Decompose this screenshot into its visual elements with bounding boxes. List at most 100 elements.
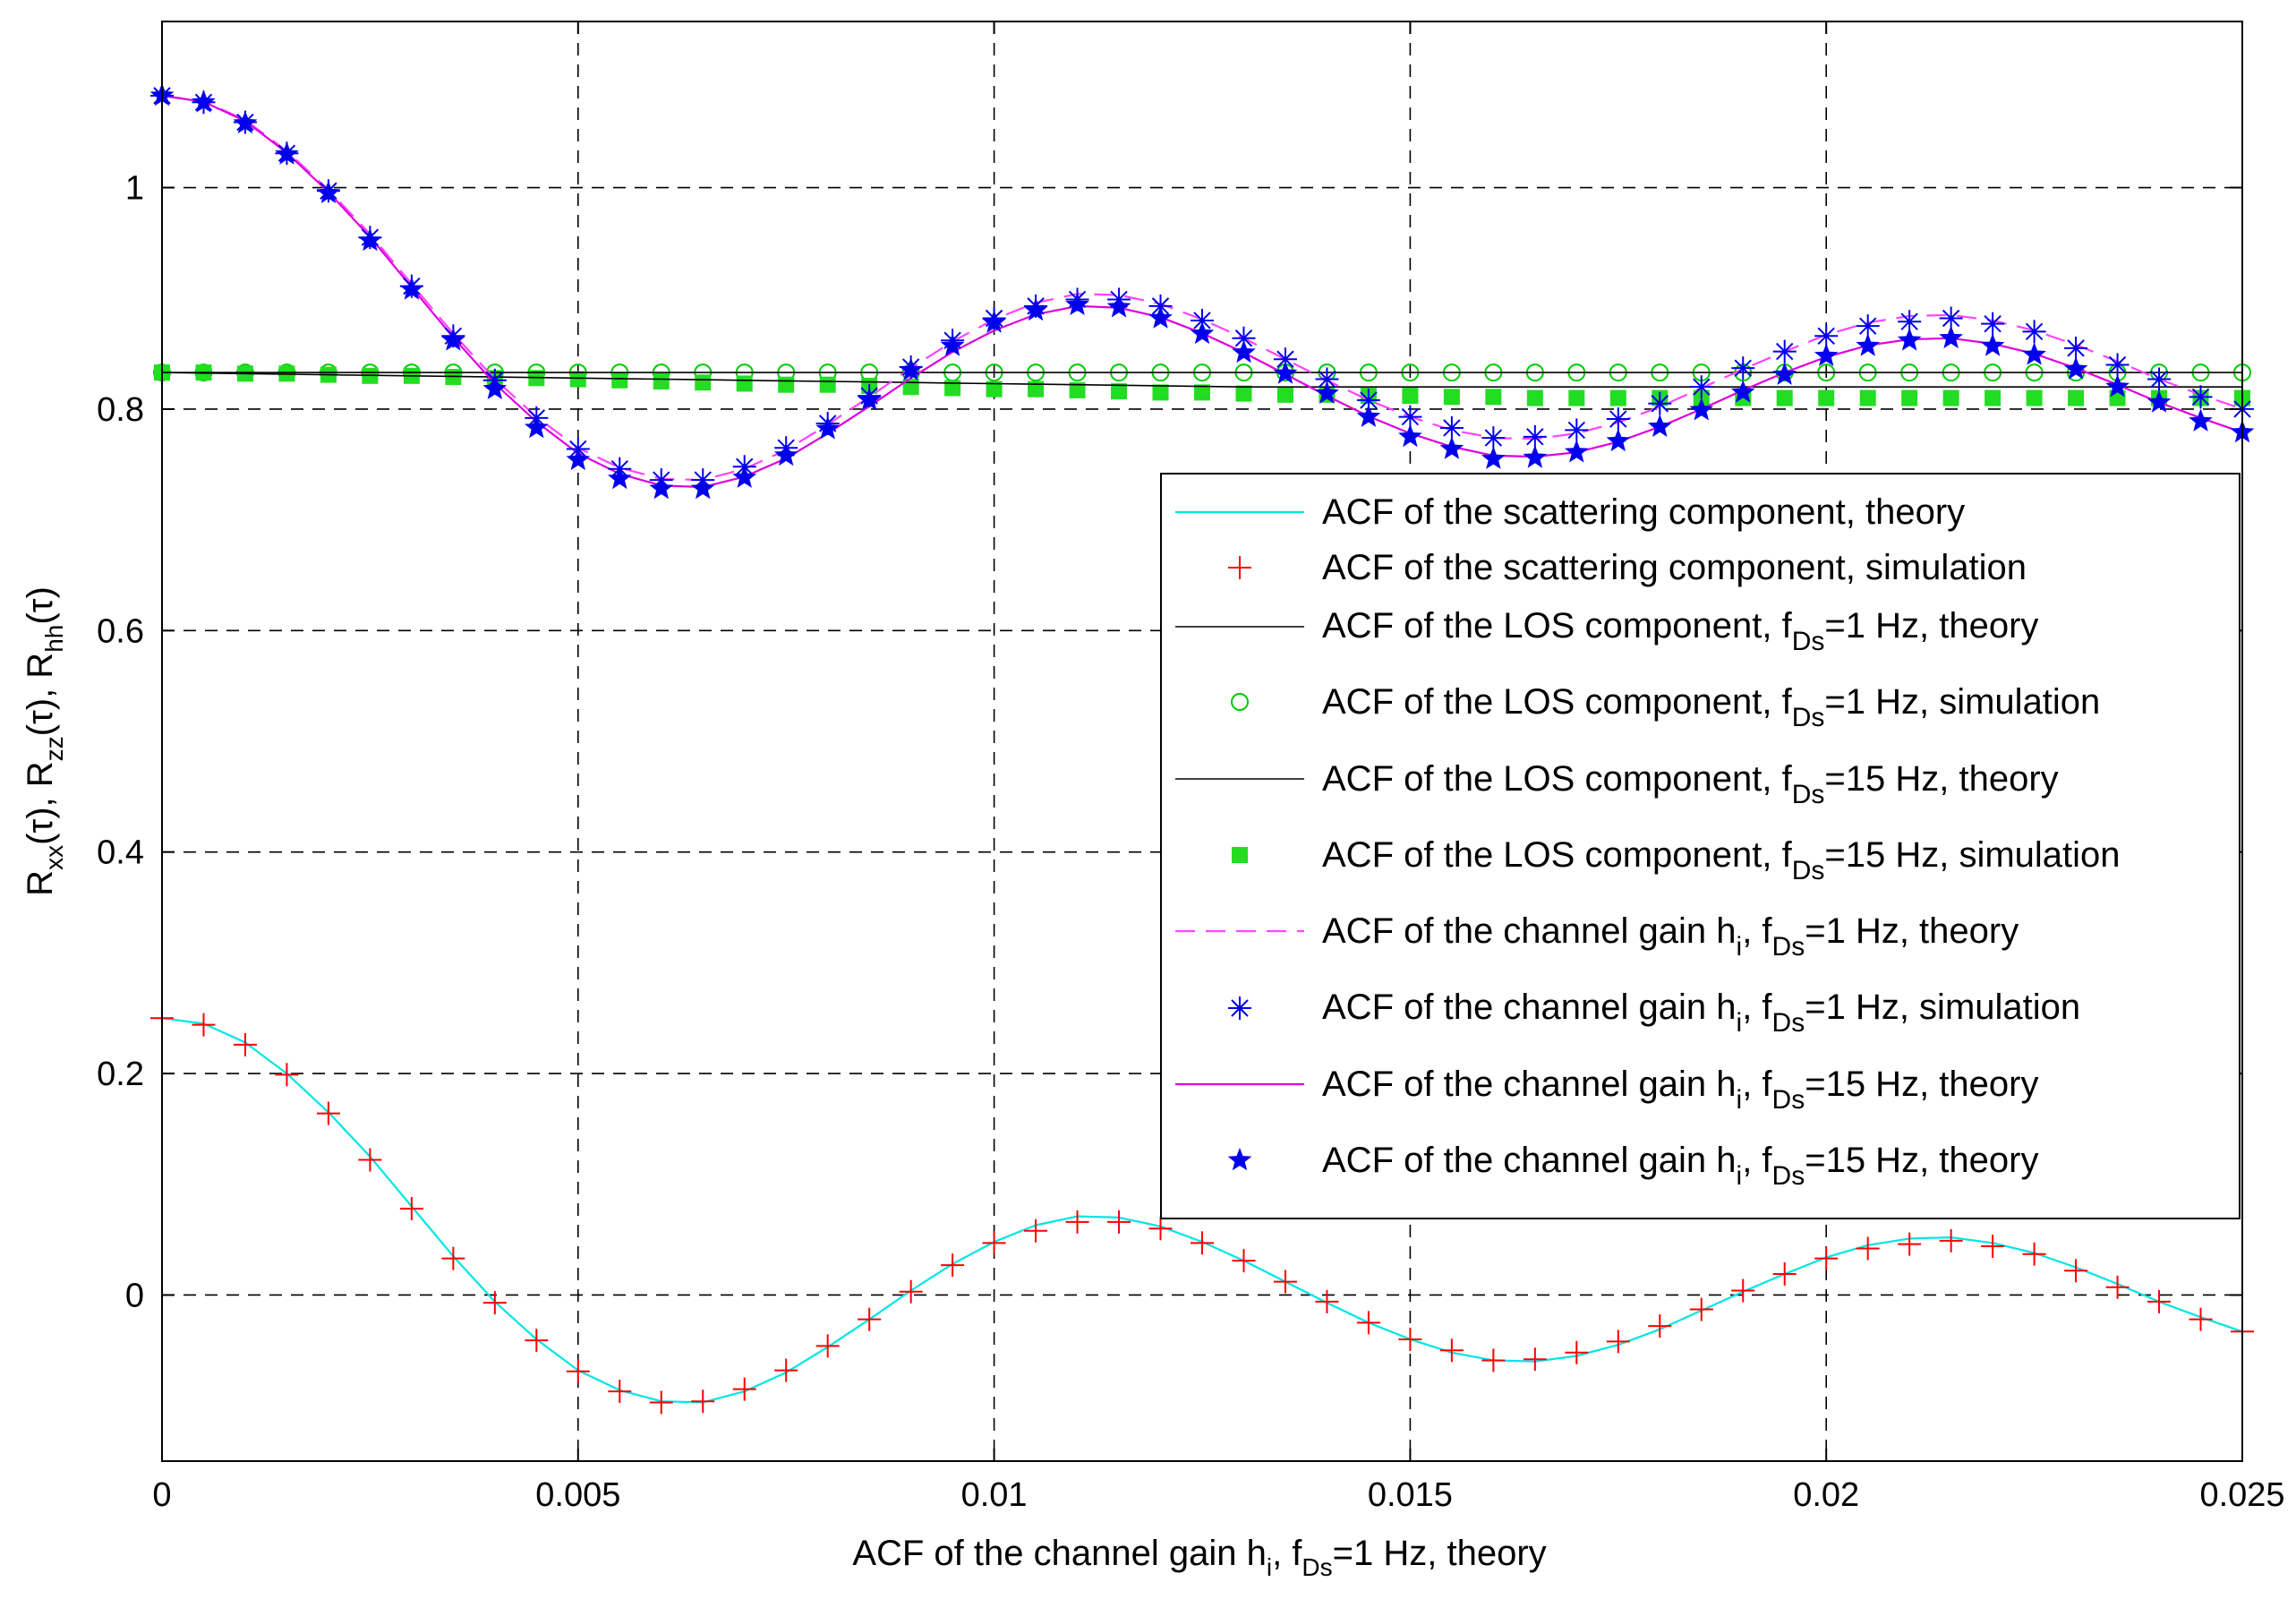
series-2-marker xyxy=(1232,1249,1256,1273)
series-6-marker xyxy=(1859,389,1876,406)
series-10-marker xyxy=(773,442,798,466)
x-axis-label-tail: =1 Hz, theory xyxy=(1333,1534,1547,1573)
series-10-marker xyxy=(1772,362,1797,385)
series-10-marker xyxy=(233,110,258,134)
series-10-marker xyxy=(316,180,341,203)
legend-samples xyxy=(1175,510,1304,1171)
x-axis-label-main: ACF of the channel gain h xyxy=(852,1534,1267,1573)
x-tick-label: 0.025 xyxy=(2199,1476,2284,1514)
series-2-marker xyxy=(525,1329,549,1353)
series-8-marker xyxy=(1523,424,1547,449)
legend-label-8-pre: ACF of the channel gain h xyxy=(1322,988,1737,1027)
series-2-marker xyxy=(1065,1210,1089,1234)
legend-label-5-sub: Ds xyxy=(1792,780,1825,809)
series-8-marker xyxy=(1565,418,1589,442)
series-6-marker xyxy=(1485,389,1502,406)
legend-sample-4 xyxy=(1231,693,1249,711)
series-2-marker xyxy=(482,1291,507,1315)
series-6-marker xyxy=(1901,389,1918,406)
legend-label-10-mid: , f xyxy=(1742,1141,1772,1180)
series-10-marker xyxy=(2022,342,2046,365)
x-tick-label: 0.005 xyxy=(535,1476,620,1514)
series-8-marker xyxy=(1481,426,1506,450)
legend-label-4: ACF of the LOS component, fDs=1 Hz, simu… xyxy=(1322,682,2100,732)
legend-label-9-mid: , f xyxy=(1742,1065,1772,1104)
series-2-marker xyxy=(441,1246,465,1270)
legend-label-8-mid: , f xyxy=(1742,988,1772,1027)
series-6-marker xyxy=(611,372,628,389)
y-tick-label: 0.8 xyxy=(97,391,144,429)
series-10-marker xyxy=(815,416,840,440)
series-10-marker xyxy=(732,465,756,488)
series-10-marker xyxy=(2189,408,2213,432)
series-2-marker xyxy=(1148,1217,1173,1241)
series-10-marker xyxy=(857,388,882,411)
legend-label-5-pre: ACF of the LOS component, f xyxy=(1322,759,1793,799)
legend-label-6-pre: ACF of the LOS component, f xyxy=(1322,835,1793,875)
series-6-marker xyxy=(1028,381,1045,398)
x-tick-label: 0.015 xyxy=(1368,1476,1453,1514)
series-10-marker xyxy=(1190,321,1215,345)
x-tick-label: 0 xyxy=(152,1476,171,1514)
legend-label-2-text: ACF of the scattering component, simulat… xyxy=(1322,548,2027,587)
series-10-marker xyxy=(1897,328,1922,351)
series-6-marker xyxy=(1818,389,1835,406)
series-8-marker xyxy=(1689,375,1713,399)
legend-label-9-sub: i xyxy=(1737,1085,1743,1115)
series-8-marker xyxy=(1648,391,1672,415)
series-10-marker xyxy=(1356,404,1381,427)
series-2-marker xyxy=(1107,1210,1131,1234)
series-10-marker xyxy=(2105,374,2130,398)
series-2-marker xyxy=(732,1377,756,1401)
series-2-marker xyxy=(608,1380,632,1404)
series-2-marker xyxy=(316,1101,340,1125)
series-5 xyxy=(161,372,2242,389)
series-2-marker xyxy=(1439,1338,1464,1363)
y-axis-label-part-3: (τ), R xyxy=(21,653,60,737)
legend-label-8-sub: i xyxy=(1737,1008,1743,1038)
series-8-marker xyxy=(1731,356,1755,381)
series-layer xyxy=(149,82,2255,1415)
series-10-marker xyxy=(192,90,216,113)
series-10-marker xyxy=(566,447,591,471)
series-7-line xyxy=(161,94,2243,482)
series-2-marker xyxy=(1981,1235,2005,1259)
series-10-marker xyxy=(1523,445,1548,468)
legend-label-4-sub: Ds xyxy=(1792,703,1825,732)
series-2-marker xyxy=(2105,1275,2130,1299)
x-axis-label-sub2: Ds xyxy=(1302,1553,1332,1581)
legend-label-10-pre: ACF of the channel gain h xyxy=(1322,1141,1737,1180)
series-6-marker xyxy=(1276,386,1293,403)
series-6-marker xyxy=(653,373,670,389)
series-10-marker xyxy=(1814,343,1839,366)
legend-label-7-sub2: Ds xyxy=(1772,932,1805,962)
series-2 xyxy=(150,1006,2254,1415)
series-2-marker xyxy=(1481,1348,1506,1372)
legend-label-9-post: =15 Hz, theory xyxy=(1805,1065,2038,1104)
series-2-marker xyxy=(941,1253,965,1278)
legend-label-1-text: ACF of the scattering component, theory xyxy=(1322,492,1965,532)
legend-label-5-post: =15 Hz, theory xyxy=(1824,759,2058,799)
series-10-marker xyxy=(399,277,424,300)
series-6-marker xyxy=(2068,389,2085,406)
series-10-marker xyxy=(1939,325,1963,349)
series-10-marker xyxy=(482,376,508,399)
series-10-marker xyxy=(358,227,382,252)
series-6-marker xyxy=(695,374,712,391)
legend-label-7-pre: ACF of the channel gain h xyxy=(1322,911,1737,951)
legend: ACF of the scattering component, theory … xyxy=(1160,473,2241,1219)
series-2-marker xyxy=(1814,1246,1839,1270)
legend-sample-10 xyxy=(1227,1148,1252,1171)
legend-label-8: ACF of the channel gain hi, fDs=1 Hz, si… xyxy=(1322,988,2080,1038)
series-6-marker xyxy=(1069,381,1086,398)
series-8-marker xyxy=(1981,312,2005,336)
series-10-marker xyxy=(1606,428,1631,452)
series-8-marker xyxy=(1439,415,1464,440)
legend-label-7-sub: i xyxy=(1737,932,1743,962)
series-10-marker xyxy=(982,310,1006,333)
series-2-marker xyxy=(2064,1259,2088,1283)
series-10-marker xyxy=(1689,398,1714,421)
series-2-marker xyxy=(1523,1347,1547,1372)
series-10-marker xyxy=(649,476,674,500)
y-axis-label-part-1: R xyxy=(21,870,60,896)
